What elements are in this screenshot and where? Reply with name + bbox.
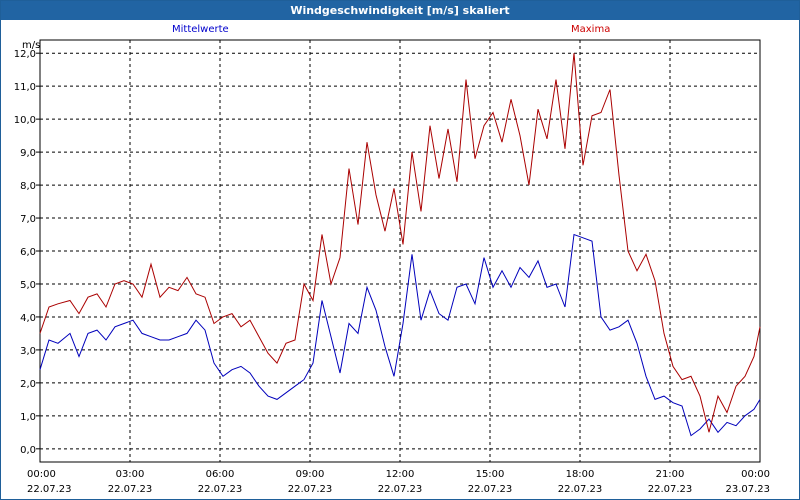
- y-tick-label: 1,0: [20, 412, 36, 423]
- y-tick-label: 10,0: [14, 115, 36, 126]
- plot-border: [39, 39, 761, 463]
- grid: [39, 40, 761, 462]
- x-tick-date: 22.07.23: [198, 484, 243, 495]
- y-axis-unit-label: m/s: [22, 40, 40, 51]
- x-tick-date: 22.07.23: [288, 484, 333, 495]
- x-tick-date: 22.07.23: [108, 484, 153, 495]
- legend-maxima: Maxima: [571, 24, 611, 35]
- series-line-mittelwerte: [39, 233, 761, 437]
- legend-mittelwerte: Mittelwerte: [172, 24, 229, 35]
- y-tick-label: 6,0: [20, 247, 36, 258]
- x-tick-date: 23.07.23: [725, 484, 770, 495]
- x-tick-date: 22.07.23: [378, 484, 423, 495]
- x-tick-time: 00:00: [741, 469, 770, 480]
- x-tick-date: 22.07.23: [558, 484, 603, 495]
- y-tick-label: 9,0: [20, 148, 36, 159]
- x-tick-time: 00:00: [27, 469, 56, 480]
- x-tick-time: 21:00: [656, 469, 685, 480]
- y-tick-label: 3,0: [20, 346, 36, 357]
- x-tick-date: 22.07.23: [648, 484, 693, 495]
- x-tick-date: 22.07.23: [468, 484, 513, 495]
- x-tick-time: 15:00: [476, 469, 505, 480]
- x-tick-time: 06:00: [206, 469, 235, 480]
- x-tick-time: 03:00: [116, 469, 145, 480]
- y-tick-label: 5,0: [20, 280, 36, 291]
- series-line-maxima: [39, 53, 761, 433]
- series-lines: [39, 53, 761, 437]
- axes: 0,0 1,0 2,0 3,0 4,0 5,0 6,0 7,0 8,0 9,0 10,0 11,0 12…: [14, 39, 770, 495]
- x-tick-date: 22.07.23: [27, 484, 72, 495]
- y-tick-label: 2,0: [20, 379, 36, 390]
- x-tick-time: 18:00: [566, 469, 595, 480]
- y-tick-label: 7,0: [20, 214, 36, 225]
- y-tick-label: 8,0: [20, 181, 36, 192]
- chart-title: Windgeschwindigkeit [m/s] skaliert: [1, 1, 799, 20]
- y-tick-label: 11,0: [14, 82, 36, 93]
- x-tick-time: 09:00: [296, 469, 325, 480]
- y-tick-label: 0,0: [20, 445, 36, 456]
- y-tick-label: 12,0: [14, 49, 36, 60]
- x-tick-time: 12:00: [386, 469, 415, 480]
- y-tick-label: 4,0: [20, 313, 36, 324]
